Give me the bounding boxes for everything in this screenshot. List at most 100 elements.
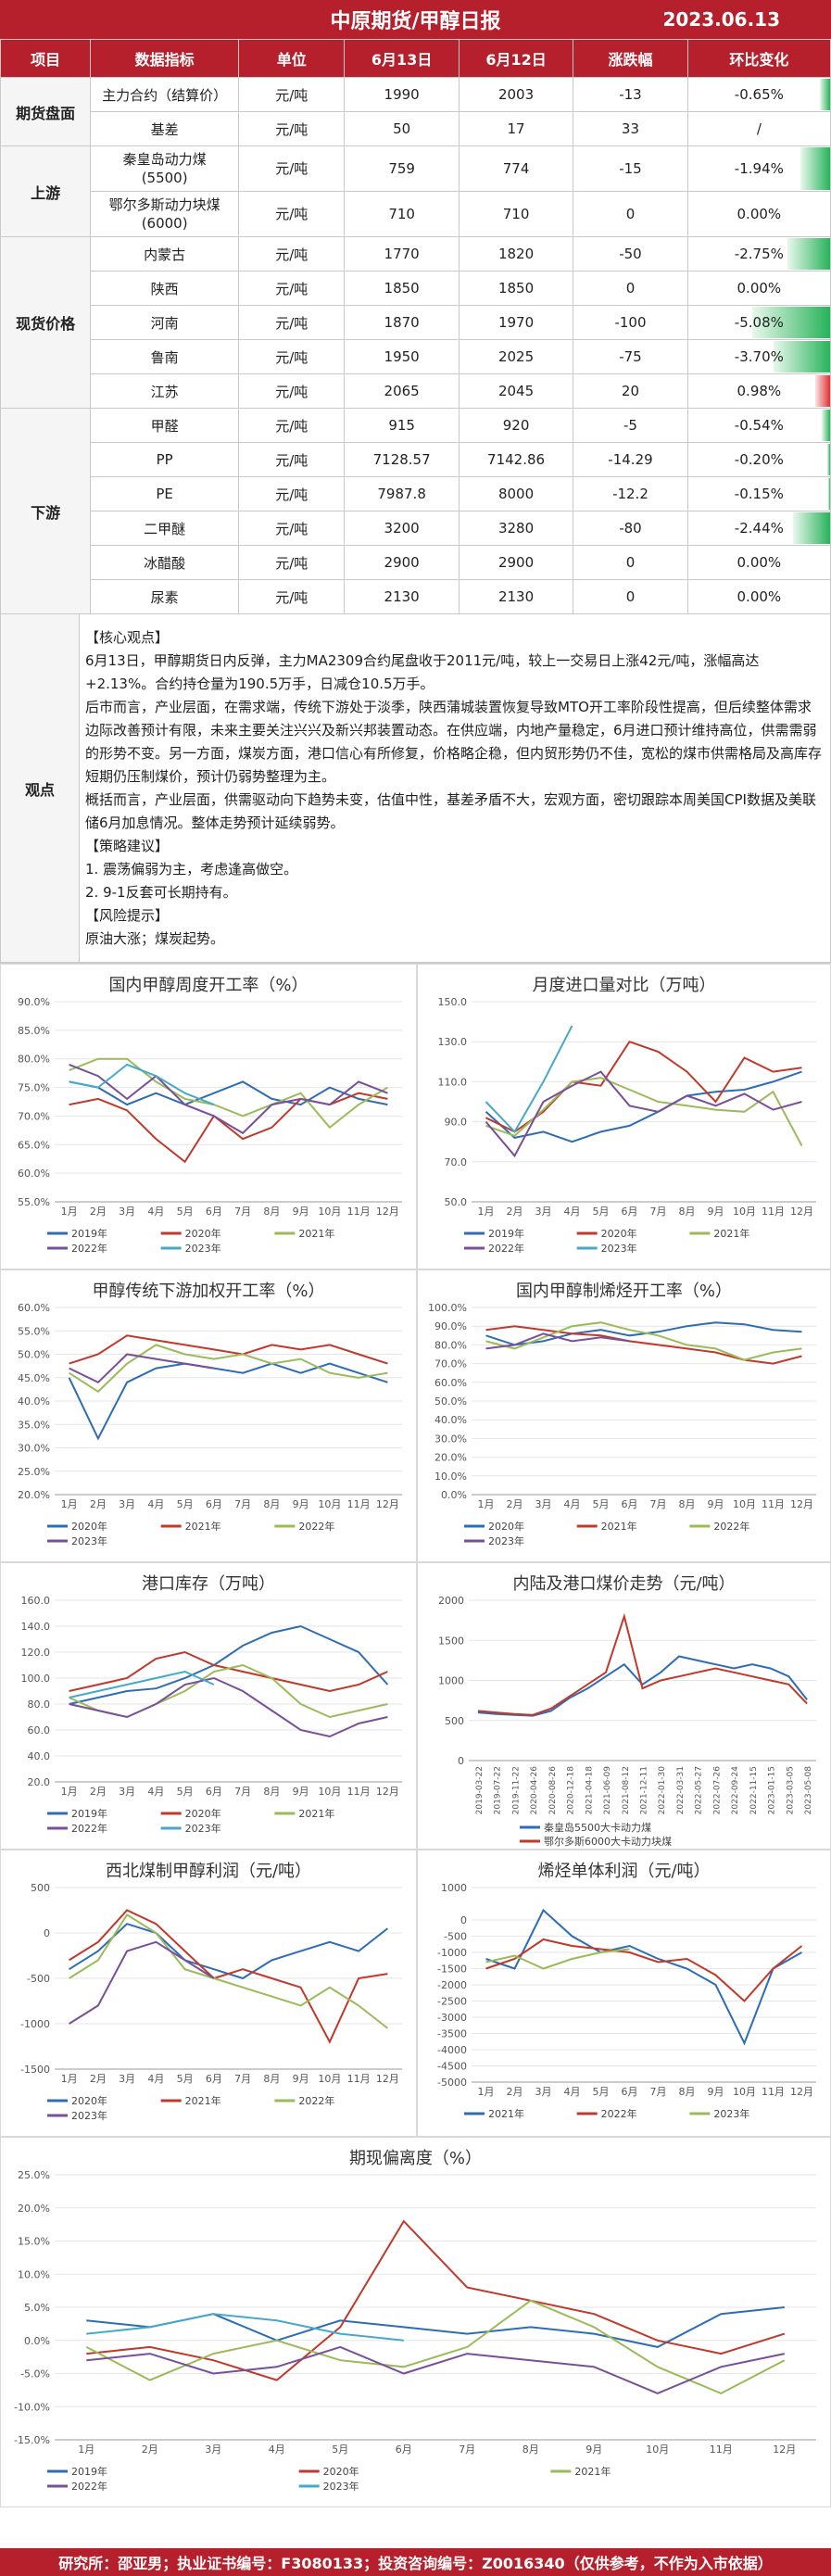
series-line: [485, 1077, 803, 1146]
cell-d12: 17: [458, 111, 574, 146]
y-tick-label: 0.0%: [441, 1489, 467, 1501]
opinion-paragraph: 原油大涨；煤炭起势。: [85, 929, 225, 947]
y-tick-label: 120.0: [21, 1647, 51, 1659]
x-tick-label: 1月: [61, 1498, 78, 1510]
x-tick-label: 1月: [478, 1498, 495, 1510]
x-tick-label: 3月: [119, 1498, 135, 1510]
y-tick-label: 140.0: [21, 1621, 51, 1633]
series-line: [86, 2345, 786, 2394]
chart-title: 甲醇传统下游加权开工率（%）: [92, 1282, 325, 1301]
chart-title: 国内甲醇制烯烃开工率（%）: [515, 1282, 733, 1301]
y-tick-label: -500: [27, 1973, 50, 1985]
legend-label: 2020年: [323, 2465, 359, 2478]
cell-d13: 50: [344, 111, 460, 146]
cell-d12: 1820: [458, 236, 574, 271]
x-tick-label: 2021-12-11: [640, 1766, 649, 1814]
cell-d13: 1950: [344, 339, 460, 374]
report-title: 中原期货/甲醇日报: [330, 10, 501, 33]
opinion-paragraph: 【风险提示】: [85, 906, 170, 924]
x-tick-label: 5月: [177, 1786, 194, 1798]
chart-svg: 160.0 140.0 120.0 100.0 80.0 60.0 40.0 20.0 1月 2月…: [21, 1595, 402, 1835]
x-tick-label: 2019-11-22: [511, 1766, 521, 1814]
x-tick-label: 5月: [332, 2443, 348, 2456]
cell-change: -0.65%: [686, 77, 831, 112]
y-tick-label: 100.0%: [428, 1302, 467, 1314]
change-value: 0.00%: [737, 554, 782, 571]
cell-unit: 元/吨: [238, 145, 346, 192]
legend-label: 2022年: [71, 1822, 107, 1835]
cell-diff: 0: [573, 579, 688, 614]
cell-d12: 8000: [458, 476, 574, 511]
y-tick-label: -1500: [20, 2064, 50, 2076]
legend-label: 2021年: [298, 1227, 334, 1240]
x-tick-label: 2月: [90, 2073, 107, 2085]
cell-unit: 元/吨: [238, 77, 346, 112]
y-tick-label: 25.0%: [18, 1466, 50, 1478]
cell-diff: 0: [573, 271, 688, 306]
cell-unit: 元/吨: [238, 271, 346, 306]
x-tick-label: 12月: [376, 1206, 399, 1218]
change-value: -0.20%: [734, 451, 784, 468]
chart-svg: 25.0% 20.0% 15.0% 10.0% 5.0% 0.0% -5.0% -10.0% -…: [14, 2169, 816, 2493]
y-tick-label: 55.0%: [18, 1325, 50, 1337]
x-tick-label: 2月: [507, 1498, 523, 1510]
x-tick-label: 2月: [90, 1206, 107, 1218]
cell-diff: -13: [573, 77, 688, 112]
x-tick-label: 6月: [622, 1206, 638, 1218]
x-tick-label: 2月: [90, 1786, 107, 1798]
column-header: 项目: [0, 39, 92, 78]
x-tick-label: 9月: [293, 1498, 309, 1510]
cell-change: 0.98%: [686, 373, 831, 409]
y-tick-label: 70.0%: [434, 1358, 467, 1370]
y-tick-label: 40.0: [28, 1750, 51, 1762]
y-tick-label: 0: [44, 1927, 50, 1939]
cell-diff: -100: [573, 305, 688, 340]
table-row: 现货价格 内蒙古 元/吨 1770 1820 -50 -2.75%: [0, 236, 831, 409]
cell-change: -0.20%: [686, 442, 831, 477]
cell-d12: 2025: [458, 339, 574, 374]
x-tick-label: 7月: [650, 1206, 667, 1218]
x-tick-label: 7月: [234, 1786, 251, 1798]
x-tick-label: 4月: [147, 1206, 164, 1218]
x-tick-label: 9月: [708, 1498, 724, 1510]
x-tick-label: 11月: [347, 1206, 371, 1218]
chart-title: 西北煤制甲醇利润（元/吨）: [105, 1862, 312, 1881]
series-line: [86, 2313, 404, 2342]
legend-label: 2020年: [488, 1520, 524, 1533]
chart-olefin-profit: 烯烃单体利润（元/吨） 1000 0 -500 -1000 -1500 -2000 -2500…: [417, 1850, 831, 2137]
change-value: -3.70%: [734, 348, 784, 365]
opinion-paragraph: 6月13日，甲醇期货日内反弹，主力MA2309合约尾盘收于2011元/吨，较上一…: [85, 651, 760, 692]
y-tick-label: 0: [460, 1914, 467, 1926]
cell-diff: -50: [573, 236, 688, 271]
legend-label: 鄂尔多斯6000大卡动力块煤: [544, 1835, 672, 1848]
x-tick-label: 9月: [293, 2073, 309, 2085]
legend-label: 2021年: [713, 1227, 749, 1240]
y-tick-label: 90.0%: [434, 1320, 467, 1332]
table-row: 鄂尔多斯动力块煤 (6000) 元/吨 710 710 0 0.00%: [1, 191, 831, 237]
x-tick-label: 6月: [622, 1498, 638, 1510]
x-tick-label: 2022-01-30: [658, 1766, 667, 1815]
opinion-paragraph: 【核心观点】: [85, 628, 170, 646]
y-tick-label: 70.0%: [18, 1110, 50, 1122]
table-row: 基差 元/吨 50 17 33 /: [1, 111, 831, 146]
y-tick-label: -1000: [20, 2018, 50, 2030]
cell-indicator: 秦皇岛动力煤 (5500): [90, 145, 240, 192]
x-tick-label: 7月: [650, 2086, 667, 2098]
legend-label: 2022年: [713, 1520, 749, 1533]
y-tick-label: 0.0%: [24, 2335, 50, 2347]
x-tick-label: 3月: [119, 1786, 135, 1798]
x-tick-label: 3月: [119, 1206, 135, 1218]
x-tick-label: 10月: [733, 1206, 756, 1218]
series-line: [69, 1624, 389, 1705]
cell-diff: 0: [573, 191, 688, 237]
series-line: [69, 1092, 388, 1164]
cell-diff: -75: [573, 339, 688, 374]
x-tick-label: 2020-04-26: [530, 1766, 539, 1815]
y-tick-label: 25.0%: [18, 2169, 50, 2181]
x-tick-label: 2022-11-15: [749, 1766, 759, 1814]
x-tick-label: 5月: [177, 1498, 194, 1510]
cell-diff: -15: [573, 145, 688, 192]
series-line: [69, 1663, 388, 1719]
legend-label: 2023年: [71, 2109, 107, 2122]
x-tick-label: 9月: [293, 1786, 309, 1798]
